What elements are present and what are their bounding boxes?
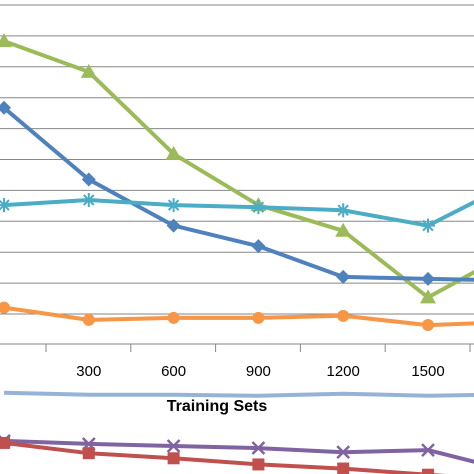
data-point	[251, 200, 266, 215]
series-5	[3, 390, 474, 398]
series-layer	[0, 33, 474, 474]
data-point	[82, 447, 95, 460]
x-tick-label: 600	[161, 363, 186, 380]
data-point	[336, 203, 351, 218]
data-point	[251, 239, 266, 254]
data-point	[337, 462, 350, 474]
data-point	[335, 222, 352, 237]
data-point	[251, 441, 266, 455]
x-tick-label: 1200	[327, 363, 360, 380]
series-3	[0, 193, 474, 233]
data-point	[80, 63, 97, 78]
data-point	[421, 218, 435, 233]
series-2	[0, 100, 474, 286]
data-point	[81, 193, 96, 207]
data-point	[0, 33, 12, 48]
data-point	[336, 269, 351, 284]
data-point	[336, 445, 351, 460]
x-tick-label: 300	[76, 363, 101, 380]
data-point	[252, 311, 265, 324]
x-axis-ticks	[45, 344, 471, 352]
data-point	[0, 436, 10, 449]
data-point	[422, 319, 434, 332]
x-axis-title: Training Sets	[167, 398, 268, 415]
series-7	[0, 436, 446, 474]
x-tick-label: 1500	[411, 363, 444, 380]
x-tick-label: 900	[246, 363, 271, 380]
x-axis-tick-labels: 30060090012001500170	[76, 363, 444, 380]
data-point	[0, 198, 11, 213]
data-point	[166, 218, 181, 233]
data-point	[166, 439, 181, 453]
data-point	[167, 452, 180, 465]
data-point	[0, 301, 10, 314]
series-4	[0, 301, 474, 332]
data-point	[165, 145, 182, 160]
data-point	[252, 458, 265, 471]
data-point	[0, 100, 11, 115]
data-point	[166, 198, 181, 213]
data-point	[421, 271, 435, 286]
data-point	[81, 172, 96, 187]
series-line	[3, 390, 474, 398]
data-point	[421, 443, 435, 457]
data-point	[422, 468, 434, 474]
data-point	[167, 311, 180, 324]
data-point	[337, 309, 350, 322]
data-point	[420, 289, 436, 304]
data-point	[82, 313, 95, 326]
